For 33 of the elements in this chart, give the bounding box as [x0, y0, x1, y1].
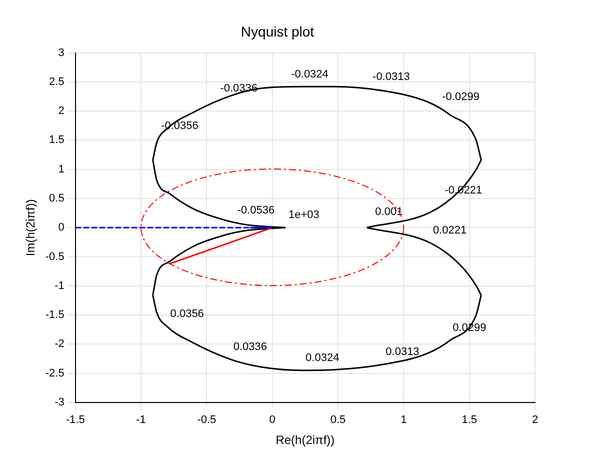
y-tick-label: -1.5 [45, 309, 64, 322]
annotation: -0.0299 [442, 90, 480, 103]
annotation: -0.0313 [372, 71, 410, 84]
annotation: 0.0356 [170, 308, 204, 320]
y-tick-label: -0.5 [45, 250, 64, 263]
x-axis-title: Re(h(2iπf)) [276, 433, 335, 448]
x-tick-label: -1 [136, 414, 146, 426]
x-tick-label: 2 [532, 414, 538, 426]
annotation: 0.0324 [306, 352, 340, 364]
y-tick-label: 0.5 [49, 192, 64, 204]
x-tick-label: 0 [269, 414, 276, 426]
annotation: 0.0336 [233, 340, 267, 353]
x-tick-label: 1.5 [462, 414, 477, 426]
x-tick-label: -0.5 [197, 414, 216, 426]
annotation: -0.0536 [237, 204, 275, 216]
y-tick-label: 1.5 [49, 134, 64, 146]
y-tick-label: 0 [58, 222, 64, 234]
y-tick-label: -3 [54, 396, 64, 408]
annotation: 0.0221 [432, 224, 467, 236]
annotation: 0.0313 [386, 346, 420, 358]
chart-title: Nyquist plot [240, 23, 314, 40]
annotation: 1e+03 [288, 209, 320, 222]
y-tick-label: 2.5 [49, 76, 64, 88]
y-tick-label: 2 [58, 105, 64, 118]
x-tick-label: 1 [400, 414, 407, 426]
y-tick-label: -1 [54, 280, 64, 292]
y-tick-label: 1 [58, 163, 64, 176]
y-tick-label: 3 [58, 46, 64, 59]
annotation: -0.0324 [291, 68, 328, 81]
y-axis-title: Im(h(2iπf)) [24, 199, 38, 256]
x-tick-label: 0.5 [330, 414, 346, 426]
y-tick-label: -2.5 [45, 367, 64, 380]
y-tick-label: -2 [54, 338, 64, 350]
